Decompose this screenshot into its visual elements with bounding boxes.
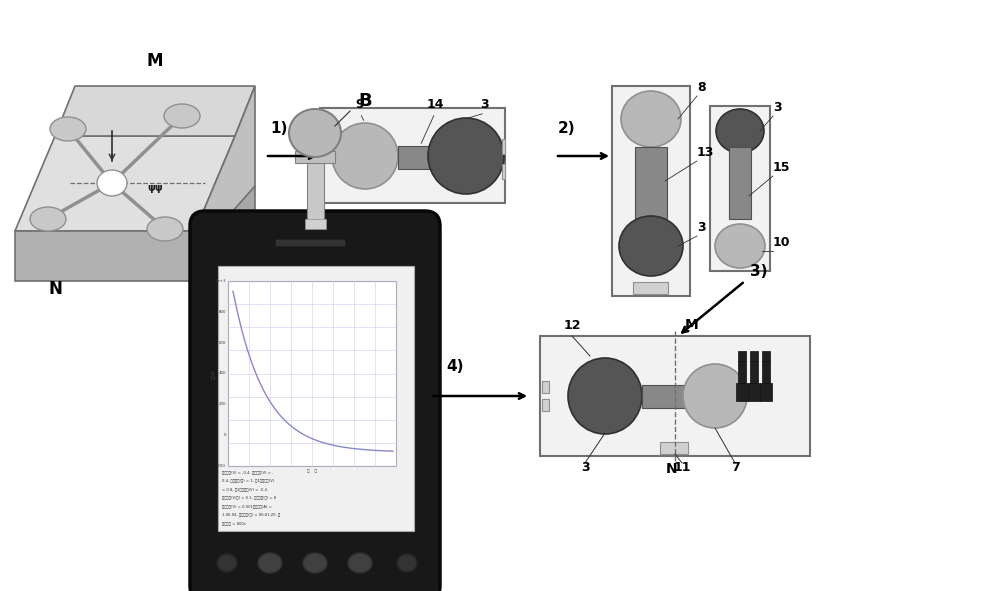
FancyBboxPatch shape <box>190 211 440 591</box>
Text: B: B <box>358 92 372 110</box>
Text: = 0.8, 第2终值电位(V) = -0.4: = 0.8, 第2终值电位(V) = -0.4 <box>222 487 267 491</box>
Bar <box>748 383 760 401</box>
Bar <box>635 147 667 219</box>
Ellipse shape <box>397 554 417 572</box>
Ellipse shape <box>428 118 504 194</box>
Bar <box>729 147 751 219</box>
Bar <box>540 336 810 456</box>
Text: 600: 600 <box>219 340 226 345</box>
Ellipse shape <box>568 358 642 434</box>
Polygon shape <box>55 86 255 136</box>
Text: 电流(A): 电流(A) <box>211 368 215 379</box>
Text: ψψ: ψψ <box>147 183 163 193</box>
Text: 400: 400 <box>218 372 226 375</box>
Text: 3): 3) <box>750 264 768 279</box>
Bar <box>660 442 688 454</box>
Text: 样点点数 = 800s: 样点点数 = 800s <box>222 521 246 525</box>
Ellipse shape <box>97 170 127 196</box>
Bar <box>307 161 324 221</box>
Text: 12: 12 <box>563 319 581 332</box>
Text: 1): 1) <box>270 121 287 136</box>
Bar <box>642 385 687 408</box>
Text: 0: 0 <box>223 433 226 437</box>
Bar <box>502 164 505 179</box>
Text: 3: 3 <box>481 98 489 111</box>
Ellipse shape <box>715 224 765 268</box>
Text: N: N <box>666 462 678 476</box>
Bar <box>750 351 758 361</box>
Bar <box>762 351 770 361</box>
Text: M: M <box>685 318 699 332</box>
Polygon shape <box>195 86 255 281</box>
Bar <box>275 239 345 246</box>
Ellipse shape <box>619 216 683 276</box>
Text: 1.0E-04, 计时时间(秒) = 00:01:20, 采: 1.0E-04, 计时时间(秒) = 00:01:20, 采 <box>222 512 280 517</box>
Bar <box>502 139 505 154</box>
Text: 3: 3 <box>773 101 782 114</box>
Ellipse shape <box>621 91 681 147</box>
Text: 静置电位(V) = -0.4, 起始电位(V) = -: 静置电位(V) = -0.4, 起始电位(V) = - <box>222 470 274 474</box>
Text: 3: 3 <box>697 221 706 234</box>
Text: -200: -200 <box>217 464 226 468</box>
Bar <box>738 351 746 361</box>
Polygon shape <box>215 186 255 281</box>
Text: 10: 10 <box>773 236 790 249</box>
Bar <box>305 219 326 229</box>
Polygon shape <box>15 136 235 231</box>
Text: M: M <box>147 52 163 70</box>
Text: 800: 800 <box>218 310 226 314</box>
Text: 2): 2) <box>558 121 576 136</box>
Ellipse shape <box>348 553 372 573</box>
Ellipse shape <box>332 123 398 189</box>
Ellipse shape <box>289 109 341 157</box>
Bar <box>542 399 549 411</box>
Text: 11: 11 <box>673 461 691 474</box>
Bar <box>760 383 772 401</box>
Bar <box>398 146 446 169</box>
Bar <box>218 266 414 531</box>
Ellipse shape <box>147 217 183 241</box>
Ellipse shape <box>164 104 200 128</box>
Ellipse shape <box>258 553 282 573</box>
Bar <box>295 151 335 163</box>
Text: 0.4, 静置时间(秒) = 1, 第1终值电位(V): 0.4, 静置时间(秒) = 1, 第1终值电位(V) <box>222 479 274 482</box>
Bar <box>320 108 505 203</box>
Ellipse shape <box>217 554 237 572</box>
Bar <box>633 282 668 294</box>
Bar <box>762 361 770 386</box>
Bar <box>710 106 770 271</box>
Ellipse shape <box>50 117 86 141</box>
Text: 扫描速率(V/秒) = 0.1, 扫描段数(段) = 8: 扫描速率(V/秒) = 0.1, 扫描段数(段) = 8 <box>222 495 276 499</box>
Text: 1e+3: 1e+3 <box>215 279 226 283</box>
Bar <box>542 381 549 393</box>
Bar <box>228 281 396 466</box>
Ellipse shape <box>30 207 66 231</box>
Bar <box>612 86 690 296</box>
Text: 3: 3 <box>581 461 589 474</box>
Text: 13: 13 <box>697 146 714 159</box>
Bar <box>750 361 758 386</box>
Text: 4): 4) <box>446 359 464 374</box>
Ellipse shape <box>683 364 747 428</box>
Text: 15: 15 <box>773 161 790 174</box>
Ellipse shape <box>303 553 327 573</box>
Ellipse shape <box>716 109 764 153</box>
Text: 14: 14 <box>426 98 444 111</box>
Text: N: N <box>48 280 62 298</box>
Text: 时    间: 时 间 <box>307 469 317 473</box>
Bar <box>736 383 748 401</box>
Text: 9: 9 <box>356 98 364 111</box>
Text: 采样间隔(V) = 0.001电流量程(A) =: 采样间隔(V) = 0.001电流量程(A) = <box>222 504 272 508</box>
Polygon shape <box>15 231 215 281</box>
Text: 7: 7 <box>731 461 739 474</box>
Text: 200: 200 <box>218 402 226 407</box>
Text: 8: 8 <box>697 81 706 94</box>
Bar <box>738 361 746 386</box>
